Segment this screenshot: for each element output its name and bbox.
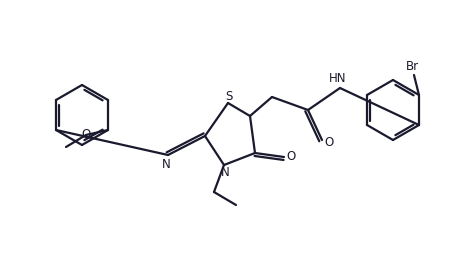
Text: O: O xyxy=(324,135,334,148)
Text: Br: Br xyxy=(405,60,418,73)
Text: N: N xyxy=(220,166,229,179)
Text: N: N xyxy=(162,157,171,170)
Text: S: S xyxy=(226,90,233,102)
Text: HN: HN xyxy=(329,72,347,86)
Text: O: O xyxy=(287,151,295,164)
Text: O: O xyxy=(82,129,90,142)
